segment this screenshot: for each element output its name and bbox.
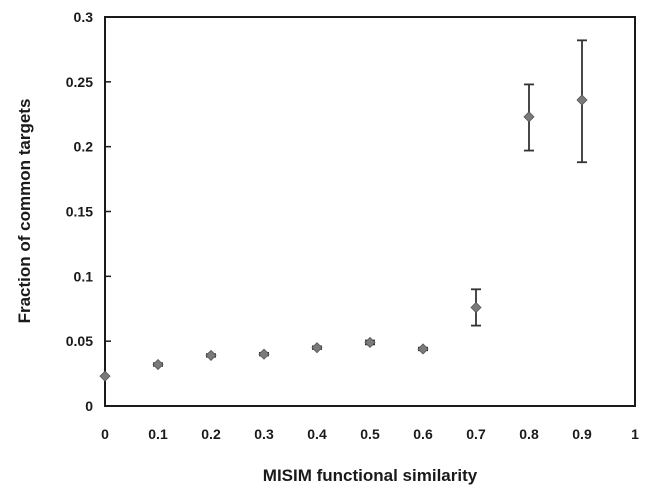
data-point-marker — [311, 342, 323, 354]
x-tick-label: 0.3 — [254, 426, 274, 442]
x-axis-label: MISIM functional similarity — [263, 466, 478, 485]
y-tick-label: 0.2 — [74, 139, 94, 155]
x-tick-label: 0 — [101, 426, 109, 442]
x-tick-label: 0.5 — [360, 426, 380, 442]
x-tick-label: 1 — [631, 426, 639, 442]
x-tick-label: 0.1 — [148, 426, 168, 442]
y-axis-label: Fraction of common targets — [15, 99, 34, 324]
data-point-marker — [258, 348, 270, 360]
data-point-marker — [364, 336, 376, 349]
x-axis-ticks: 0 0.1 0.2 0.3 0.4 0.5 0.6 0.7 0.8 0.9 1 — [101, 426, 639, 442]
data-point-marker — [205, 349, 217, 361]
x-tick-label: 0.8 — [519, 426, 539, 442]
x-tick-label: 0.9 — [572, 426, 592, 442]
x-tick-label: 0.2 — [201, 426, 221, 442]
data-point-marker — [523, 111, 535, 123]
x-tick-label: 0.6 — [413, 426, 433, 442]
data-marks — [99, 39, 588, 382]
y-tick-label: 0.3 — [74, 9, 94, 25]
y-tick-label: 0.05 — [66, 333, 93, 349]
data-point-marker — [99, 370, 111, 382]
data-point-marker — [417, 343, 429, 355]
data-point-marker — [152, 358, 164, 371]
data-point-marker — [470, 301, 482, 314]
y-tick-label: 0 — [85, 398, 93, 414]
y-tick-label: 0.1 — [74, 268, 94, 284]
y-axis-ticks: 0 0.05 0.1 0.15 0.2 0.25 0.3 — [66, 9, 111, 414]
x-tick-label: 0.7 — [466, 426, 486, 442]
x-tick-label: 0.4 — [307, 426, 327, 442]
y-tick-label: 0.25 — [66, 74, 93, 90]
data-point-marker — [576, 94, 588, 106]
y-tick-label: 0.15 — [66, 204, 93, 220]
